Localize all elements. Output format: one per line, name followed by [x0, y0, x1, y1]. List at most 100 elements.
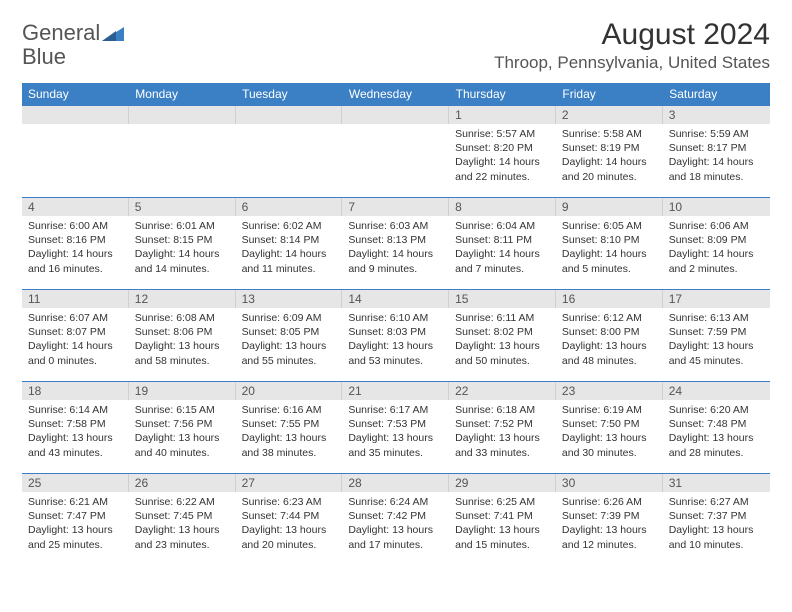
- calendar-day-cell: 22Sunrise: 6:18 AMSunset: 7:52 PMDayligh…: [449, 382, 556, 474]
- sunrise-text: Sunrise: 6:09 AM: [242, 311, 337, 325]
- daylight-line1: Daylight: 14 hours: [455, 155, 550, 169]
- daylight-line2: and 45 minutes.: [669, 354, 764, 368]
- sunset-text: Sunset: 8:17 PM: [669, 141, 764, 155]
- day-body: Sunrise: 6:04 AMSunset: 8:11 PMDaylight:…: [449, 216, 556, 282]
- sunrise-text: Sunrise: 5:57 AM: [455, 127, 550, 141]
- daylight-line2: and 20 minutes.: [242, 538, 337, 552]
- sunrise-text: Sunrise: 6:20 AM: [669, 403, 764, 417]
- calendar-day-cell: 29Sunrise: 6:25 AMSunset: 7:41 PMDayligh…: [449, 474, 556, 566]
- daylight-line2: and 5 minutes.: [562, 262, 657, 276]
- sunset-text: Sunset: 8:05 PM: [242, 325, 337, 339]
- daylight-line1: Daylight: 14 hours: [242, 247, 337, 261]
- day-body: Sunrise: 6:23 AMSunset: 7:44 PMDaylight:…: [236, 492, 343, 558]
- daylight-line2: and 16 minutes.: [28, 262, 123, 276]
- day-number: 15: [449, 290, 556, 308]
- day-number: [342, 106, 449, 124]
- day-body: Sunrise: 6:00 AMSunset: 8:16 PMDaylight:…: [22, 216, 129, 282]
- daylight-line1: Daylight: 13 hours: [348, 523, 443, 537]
- daylight-line2: and 33 minutes.: [455, 446, 550, 460]
- daylight-line2: and 9 minutes.: [348, 262, 443, 276]
- day-body: Sunrise: 6:24 AMSunset: 7:42 PMDaylight:…: [342, 492, 449, 558]
- daylight-line1: Daylight: 13 hours: [562, 339, 657, 353]
- sunset-text: Sunset: 8:10 PM: [562, 233, 657, 247]
- sunrise-text: Sunrise: 5:58 AM: [562, 127, 657, 141]
- calendar-day-cell: 23Sunrise: 6:19 AMSunset: 7:50 PMDayligh…: [556, 382, 663, 474]
- day-body: Sunrise: 6:16 AMSunset: 7:55 PMDaylight:…: [236, 400, 343, 466]
- calendar-day-cell: 7Sunrise: 6:03 AMSunset: 8:13 PMDaylight…: [342, 198, 449, 290]
- daylight-line2: and 11 minutes.: [242, 262, 337, 276]
- day-number: 14: [342, 290, 449, 308]
- calendar-day-cell: 28Sunrise: 6:24 AMSunset: 7:42 PMDayligh…: [342, 474, 449, 566]
- day-number: [22, 106, 129, 124]
- daylight-line1: Daylight: 13 hours: [455, 523, 550, 537]
- daylight-line2: and 0 minutes.: [28, 354, 123, 368]
- calendar-day-cell: 4Sunrise: 6:00 AMSunset: 8:16 PMDaylight…: [22, 198, 129, 290]
- daylight-line2: and 15 minutes.: [455, 538, 550, 552]
- sunset-text: Sunset: 8:16 PM: [28, 233, 123, 247]
- daylight-line1: Daylight: 14 hours: [562, 155, 657, 169]
- sunrise-text: Sunrise: 6:18 AM: [455, 403, 550, 417]
- sunset-text: Sunset: 7:45 PM: [135, 509, 230, 523]
- day-body: [129, 124, 236, 184]
- sunset-text: Sunset: 8:20 PM: [455, 141, 550, 155]
- calendar-day-cell: 5Sunrise: 6:01 AMSunset: 8:15 PMDaylight…: [129, 198, 236, 290]
- daylight-line2: and 12 minutes.: [562, 538, 657, 552]
- day-body: Sunrise: 6:03 AMSunset: 8:13 PMDaylight:…: [342, 216, 449, 282]
- day-number: 1: [449, 106, 556, 124]
- calendar-day-cell: 10Sunrise: 6:06 AMSunset: 8:09 PMDayligh…: [663, 198, 770, 290]
- sunset-text: Sunset: 7:55 PM: [242, 417, 337, 431]
- sunrise-text: Sunrise: 6:26 AM: [562, 495, 657, 509]
- day-number: 3: [663, 106, 770, 124]
- sunset-text: Sunset: 7:48 PM: [669, 417, 764, 431]
- location-text: Throop, Pennsylvania, United States: [494, 53, 770, 73]
- daylight-line2: and 30 minutes.: [562, 446, 657, 460]
- day-body: Sunrise: 6:15 AMSunset: 7:56 PMDaylight:…: [129, 400, 236, 466]
- dayname-monday: Monday: [129, 83, 236, 106]
- day-body: Sunrise: 6:14 AMSunset: 7:58 PMDaylight:…: [22, 400, 129, 466]
- daylight-line2: and 10 minutes.: [669, 538, 764, 552]
- daylight-line2: and 20 minutes.: [562, 170, 657, 184]
- day-number: 5: [129, 198, 236, 216]
- daylight-line1: Daylight: 13 hours: [562, 431, 657, 445]
- day-number: 12: [129, 290, 236, 308]
- calendar-day-cell: 12Sunrise: 6:08 AMSunset: 8:06 PMDayligh…: [129, 290, 236, 382]
- daylight-line1: Daylight: 13 hours: [455, 431, 550, 445]
- daylight-line2: and 48 minutes.: [562, 354, 657, 368]
- calendar-day-cell: 14Sunrise: 6:10 AMSunset: 8:03 PMDayligh…: [342, 290, 449, 382]
- day-number: 21: [342, 382, 449, 400]
- daylight-line1: Daylight: 13 hours: [242, 431, 337, 445]
- day-body: Sunrise: 5:59 AMSunset: 8:17 PMDaylight:…: [663, 124, 770, 190]
- day-names-row: Sunday Monday Tuesday Wednesday Thursday…: [22, 83, 770, 106]
- sunrise-text: Sunrise: 6:11 AM: [455, 311, 550, 325]
- dayname-saturday: Saturday: [663, 83, 770, 106]
- day-number: 8: [449, 198, 556, 216]
- sunrise-text: Sunrise: 6:08 AM: [135, 311, 230, 325]
- day-number: 2: [556, 106, 663, 124]
- sunrise-text: Sunrise: 6:12 AM: [562, 311, 657, 325]
- day-number: 6: [236, 198, 343, 216]
- sunset-text: Sunset: 7:53 PM: [348, 417, 443, 431]
- calendar-day-cell: 25Sunrise: 6:21 AMSunset: 7:47 PMDayligh…: [22, 474, 129, 566]
- daylight-line2: and 23 minutes.: [135, 538, 230, 552]
- day-number: 31: [663, 474, 770, 492]
- calendar-day-cell: 15Sunrise: 6:11 AMSunset: 8:02 PMDayligh…: [449, 290, 556, 382]
- daylight-line1: Daylight: 13 hours: [242, 339, 337, 353]
- day-body: Sunrise: 6:05 AMSunset: 8:10 PMDaylight:…: [556, 216, 663, 282]
- sunrise-text: Sunrise: 6:02 AM: [242, 219, 337, 233]
- day-body: Sunrise: 6:17 AMSunset: 7:53 PMDaylight:…: [342, 400, 449, 466]
- calendar-day-cell: 13Sunrise: 6:09 AMSunset: 8:05 PMDayligh…: [236, 290, 343, 382]
- day-body: Sunrise: 6:25 AMSunset: 7:41 PMDaylight:…: [449, 492, 556, 558]
- sunset-text: Sunset: 8:15 PM: [135, 233, 230, 247]
- daylight-line1: Daylight: 13 hours: [28, 431, 123, 445]
- sunset-text: Sunset: 7:41 PM: [455, 509, 550, 523]
- daylight-line2: and 22 minutes.: [455, 170, 550, 184]
- calendar-day-cell: 27Sunrise: 6:23 AMSunset: 7:44 PMDayligh…: [236, 474, 343, 566]
- daylight-line1: Daylight: 13 hours: [669, 339, 764, 353]
- day-body: Sunrise: 6:22 AMSunset: 7:45 PMDaylight:…: [129, 492, 236, 558]
- daylight-line1: Daylight: 13 hours: [28, 523, 123, 537]
- sunset-text: Sunset: 8:19 PM: [562, 141, 657, 155]
- day-body: Sunrise: 6:26 AMSunset: 7:39 PMDaylight:…: [556, 492, 663, 558]
- daylight-line1: Daylight: 14 hours: [669, 247, 764, 261]
- calendar-day-cell: 31Sunrise: 6:27 AMSunset: 7:37 PMDayligh…: [663, 474, 770, 566]
- calendar-day-cell: [236, 106, 343, 198]
